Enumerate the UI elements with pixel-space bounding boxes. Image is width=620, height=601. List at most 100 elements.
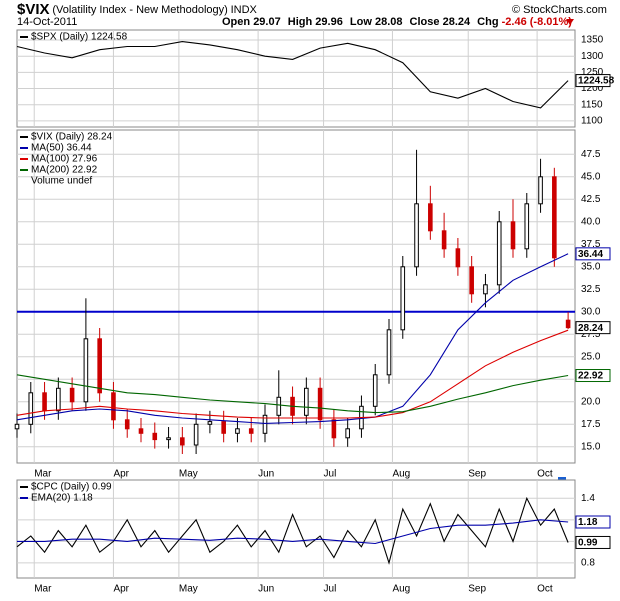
candle-body: [455, 248, 461, 268]
candle-body: [42, 392, 47, 412]
candle-body: [97, 338, 102, 394]
plot-area: [16, 129, 576, 464]
open: 29.07: [253, 16, 281, 28]
y-tick-label: 25.0: [581, 351, 601, 362]
value-box: [575, 535, 611, 549]
candle-body: [69, 387, 75, 403]
candle-body: [469, 266, 474, 295]
candle-body: [483, 284, 488, 295]
series-line: [16, 329, 569, 419]
candle-body: [510, 221, 516, 250]
candle-body: [552, 176, 557, 259]
x-tick-label: Mar: [34, 469, 52, 480]
candle-body: [524, 203, 530, 250]
plots: 1100 1150 1200 1250 1300 1350 $SPX (Daily) 122…: [14, 29, 615, 595]
y-tick-label: 32.5: [581, 284, 601, 295]
x-tick-label: Sep: [468, 584, 486, 595]
close: 28.24: [443, 16, 471, 28]
high-label: High: [288, 16, 313, 28]
candle-body: [207, 421, 213, 425]
y-tick-label: 17.5: [581, 419, 601, 430]
y-tick-label: 1.4: [581, 493, 595, 504]
value-box-label: 0.99: [578, 538, 598, 549]
x-tick-label: Aug: [392, 469, 410, 480]
low: 28.08: [375, 16, 403, 28]
value-box-label: 1224.58: [578, 76, 615, 87]
high: 29.96: [315, 16, 343, 28]
symbol: $VIX: [17, 1, 50, 18]
y-tick-label: 1300: [581, 51, 604, 62]
legend-label: $SPX (Daily) 1224.58: [31, 32, 128, 43]
y-tick-label: 45.0: [581, 171, 601, 182]
candle-body: [441, 230, 447, 250]
value-box: [575, 74, 611, 88]
candle-body: [193, 423, 199, 446]
plot-area: [16, 479, 576, 579]
candle-body: [496, 221, 502, 286]
volume-note: Volume undef: [31, 176, 92, 187]
exchange: INDX: [231, 4, 258, 16]
series-line: [16, 496, 569, 565]
low-label: Low: [350, 16, 372, 28]
candle-body: [386, 329, 392, 376]
y-tick-label: 1250: [581, 67, 604, 78]
y-tick-label: 1200: [581, 83, 604, 94]
date: 14-Oct-2011: [17, 16, 77, 28]
x-tick-label: Sep: [468, 469, 486, 480]
candle-body: [372, 374, 378, 407]
x-tick-label: Apr: [113, 469, 129, 480]
candle-body: [180, 437, 185, 446]
y-tick-label: 35.0: [581, 261, 601, 272]
candle-body: [166, 437, 171, 441]
y-tick-label: 47.5: [581, 149, 601, 160]
legend-label: $CPC (Daily) 0.99: [31, 482, 112, 493]
candle-body: [124, 419, 130, 430]
description: (Volatility Index - New Methodology): [52, 4, 227, 16]
series-line: [16, 374, 569, 414]
candle-body: [317, 387, 323, 421]
series-line: [16, 253, 569, 424]
candle-body: [428, 203, 433, 232]
x-tick-label: Oct: [537, 584, 553, 595]
y-tick-label: 1150: [581, 99, 603, 110]
value-box-label: 1.18: [578, 517, 598, 528]
x-tick-label: Jul: [324, 469, 337, 480]
series-line: [16, 41, 569, 109]
candle-body: [304, 387, 309, 416]
quote-line: Open 29.07 High 29.96 Low 28.08 Close 28…: [222, 16, 572, 28]
y-tick-label: 0.8: [581, 558, 595, 569]
x-tick-label: May: [179, 469, 198, 480]
series-line: [17, 519, 569, 545]
value-box-label: 36.44: [578, 249, 603, 260]
legend-label: MA(100) 27.96: [31, 154, 98, 165]
value-box-label: 28.24: [578, 323, 603, 334]
y-tick-label: 37.5: [581, 239, 601, 250]
x-tick-label: May: [179, 584, 198, 595]
y-tick-label: 1100: [581, 115, 603, 126]
x-tick-label: Aug: [392, 584, 410, 595]
legend-label: EMA(20) 1.18: [31, 493, 93, 504]
change-label: Chg: [477, 16, 498, 28]
candle-body: [14, 423, 20, 430]
legend-label: MA(200) 22.92: [31, 165, 98, 176]
candle-body: [28, 392, 34, 425]
y-tick-label: 15.0: [581, 441, 601, 452]
y-tick-label: 20.0: [581, 396, 601, 407]
value-box: [575, 247, 611, 261]
x-tick-label: Jun: [258, 469, 274, 480]
candle-body: [248, 428, 254, 434]
value-box: [575, 515, 611, 529]
candle-body: [565, 319, 571, 329]
x-tick-label: Apr: [113, 584, 129, 595]
candle-body: [331, 419, 337, 439]
down-triangle: [566, 19, 574, 25]
candle-body: [538, 176, 543, 205]
value-box: [575, 321, 611, 335]
x-tick-label: Jun: [258, 584, 274, 595]
candle-body: [138, 428, 144, 434]
change-percent: (-8.01%): [530, 16, 573, 28]
open-label: Open: [222, 16, 250, 28]
legend-label: MA(50) 36.44: [31, 143, 92, 154]
header-line: $VIX (Volatility Index - New Methodology…: [17, 1, 258, 18]
